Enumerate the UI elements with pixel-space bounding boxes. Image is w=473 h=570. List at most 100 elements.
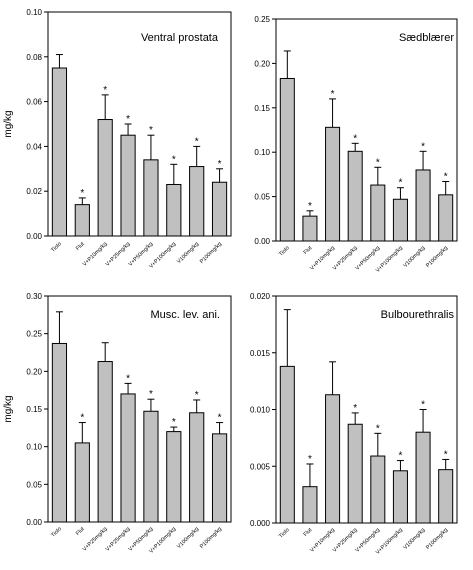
bar <box>120 393 136 523</box>
bar <box>166 183 182 237</box>
y-tick-label: 0.04 <box>26 142 42 151</box>
bar <box>370 184 386 242</box>
bar <box>211 433 228 523</box>
x-tick-label: P100mg/kg <box>199 526 223 550</box>
plot-frame <box>47 11 232 237</box>
significance-marker: * <box>444 172 448 183</box>
x-tick-label: V100mg/kg <box>403 245 427 269</box>
y-tick-label: 0.15 <box>26 405 42 414</box>
bar <box>302 215 318 242</box>
significance-marker: * <box>353 133 357 144</box>
y-tick-label: 0.020 <box>250 292 271 301</box>
y-tick-label: 0.010 <box>250 406 271 415</box>
significance-marker: * <box>195 136 199 147</box>
y-tick-label: 0.10 <box>26 8 42 17</box>
y-tick-label: 0.02 <box>26 187 42 196</box>
chart-panel-4: 0.0000.0050.0100.0150.020Tiolo*FlutV+P10… <box>250 292 458 556</box>
x-tick-label: Tiolo <box>50 526 63 539</box>
y-tick-label: 0.005 <box>250 462 271 471</box>
y-tick-label: 0.20 <box>26 367 42 376</box>
significance-marker: * <box>421 400 425 411</box>
bar <box>279 365 295 524</box>
significance-marker: * <box>126 373 130 384</box>
y-tick-label: 0.05 <box>26 480 42 489</box>
significance-marker: * <box>376 423 380 434</box>
y-tick-label: 0.20 <box>254 59 270 68</box>
x-tick-label: V100mg/kg <box>176 526 200 550</box>
significance-marker: * <box>398 178 402 189</box>
significance-marker: * <box>126 114 130 125</box>
significance-marker: * <box>331 89 335 100</box>
x-tick-label: Tiolo <box>278 245 291 258</box>
bar <box>302 486 318 524</box>
significance-marker: * <box>80 413 84 424</box>
bar <box>415 169 431 242</box>
chart-title: Sædblærer <box>399 32 454 44</box>
bar <box>211 181 228 237</box>
significance-marker: * <box>398 451 402 462</box>
bar <box>438 194 454 242</box>
significance-marker: * <box>195 390 199 401</box>
y-tick-label: 0.08 <box>26 53 42 62</box>
chart-title: Ventral prostata <box>141 32 219 44</box>
x-tick-label: P100mg/kg <box>199 241 223 265</box>
y-tick-label: 0.05 <box>254 193 270 202</box>
significance-marker: * <box>80 188 84 199</box>
bar <box>51 342 68 523</box>
chart-panel-1: 0.000.020.040.060.080.10Tiolo*Flut*V+P10… <box>3 8 232 270</box>
significance-marker: * <box>308 454 312 465</box>
bar <box>74 442 90 523</box>
significance-marker: * <box>149 125 153 136</box>
significance-marker: * <box>353 403 357 414</box>
y-tick-label: 0.00 <box>26 518 42 527</box>
y-tick-label: 0.30 <box>26 292 42 301</box>
significance-marker: * <box>376 157 380 168</box>
y-tick-label: 0.10 <box>254 148 270 157</box>
bar <box>325 126 341 242</box>
x-tick-label: P100mg/kg <box>425 527 449 551</box>
significance-marker: * <box>308 201 312 212</box>
y-tick-label: 0.00 <box>26 232 42 241</box>
significance-marker: * <box>149 389 153 400</box>
y-tick-label: 0.15 <box>254 104 270 113</box>
bar <box>97 119 113 237</box>
chart-panel-2: 0.000.050.100.150.200.25Tiolo*Flut*V+P10… <box>254 15 458 274</box>
significance-marker: * <box>172 154 176 165</box>
bar <box>415 431 431 524</box>
y-tick-label: 0.10 <box>26 443 42 452</box>
bar <box>166 431 182 523</box>
bar <box>120 134 136 237</box>
bar <box>189 166 205 237</box>
bar <box>347 423 363 524</box>
y-axis-label: mg/kg <box>3 110 14 137</box>
x-tick-label: Tiolo <box>50 241 63 254</box>
y-tick-label: 0.06 <box>26 98 42 107</box>
chart-title: Bulbourethralis <box>381 309 455 321</box>
significance-marker: * <box>172 417 176 428</box>
y-tick-label: 0.00 <box>254 237 270 246</box>
y-tick-label: 0.25 <box>254 15 270 24</box>
significance-marker: * <box>444 449 448 460</box>
bar <box>370 455 386 524</box>
bar <box>392 198 408 242</box>
bar <box>438 469 454 524</box>
x-tick-label: V100mg/kg <box>403 527 427 551</box>
significance-marker: * <box>103 85 107 96</box>
x-tick-label: Flut <box>303 245 314 256</box>
bar <box>325 394 341 524</box>
x-tick-label: Flut <box>303 527 314 538</box>
plot-frame <box>275 18 458 242</box>
x-tick-label: Tiolo <box>278 527 291 540</box>
bar <box>143 410 159 523</box>
significance-marker: * <box>218 159 222 170</box>
bar <box>97 361 113 523</box>
chart-panel-3: 0.000.050.100.150.200.250.30Tiolo*FlutV+… <box>3 292 232 555</box>
y-tick-label: 0.015 <box>250 349 271 358</box>
bar <box>392 470 408 524</box>
bar <box>51 67 68 237</box>
bar <box>143 159 159 237</box>
y-tick-label: 0.25 <box>26 330 42 339</box>
chart-title: Musc. lev. ani. <box>151 309 221 321</box>
